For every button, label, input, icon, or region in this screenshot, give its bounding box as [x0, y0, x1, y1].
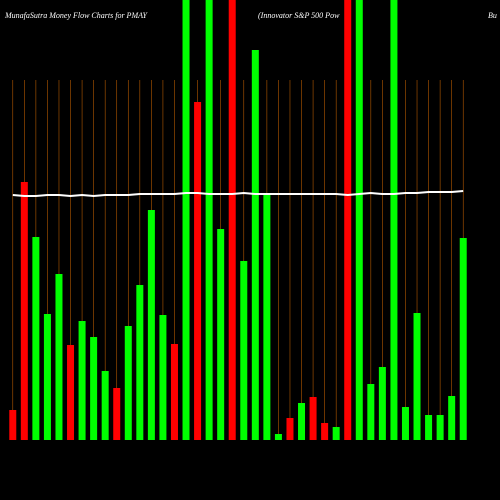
- bar: [124, 326, 132, 440]
- bar: [67, 345, 75, 440]
- bar: [332, 427, 340, 440]
- bar: [113, 388, 121, 440]
- bar: [459, 238, 467, 440]
- bar: [344, 0, 352, 440]
- bar: [147, 210, 155, 440]
- bar: [378, 367, 386, 440]
- bar: [425, 415, 433, 440]
- bar: [101, 371, 109, 440]
- bar: [367, 384, 375, 440]
- bar: [355, 0, 363, 440]
- bar: [43, 314, 51, 440]
- bar: [228, 0, 236, 440]
- bar: [205, 0, 213, 440]
- chart-title: MunafaSutra Money Flow Charts for PMAY: [4, 11, 149, 20]
- bar: [90, 337, 98, 440]
- bar: [194, 102, 202, 440]
- bars: [9, 0, 467, 440]
- bar: [182, 0, 190, 440]
- bar: [240, 261, 248, 440]
- bar: [217, 229, 225, 440]
- bar: [55, 274, 63, 440]
- bar: [263, 195, 271, 440]
- bar: [159, 315, 167, 440]
- bar: [20, 182, 28, 440]
- bar: [286, 418, 294, 440]
- money-flow-line: [12, 190, 464, 198]
- bar: [436, 415, 444, 440]
- bar: [390, 0, 398, 440]
- bar: [9, 410, 17, 440]
- bar: [78, 321, 86, 440]
- bar: [413, 313, 421, 440]
- bar: [32, 237, 40, 440]
- bar: [321, 423, 329, 440]
- bar: [251, 50, 259, 440]
- bar: [309, 397, 317, 440]
- bar: [401, 407, 409, 440]
- chart-subtitle: (Innovator S&P 500 Pow: [258, 11, 340, 20]
- bar: [448, 396, 456, 440]
- bar: [136, 285, 144, 440]
- bar: [274, 434, 282, 440]
- corner-text: Bu: [488, 11, 497, 20]
- bar: [170, 344, 178, 440]
- bar: [298, 403, 306, 440]
